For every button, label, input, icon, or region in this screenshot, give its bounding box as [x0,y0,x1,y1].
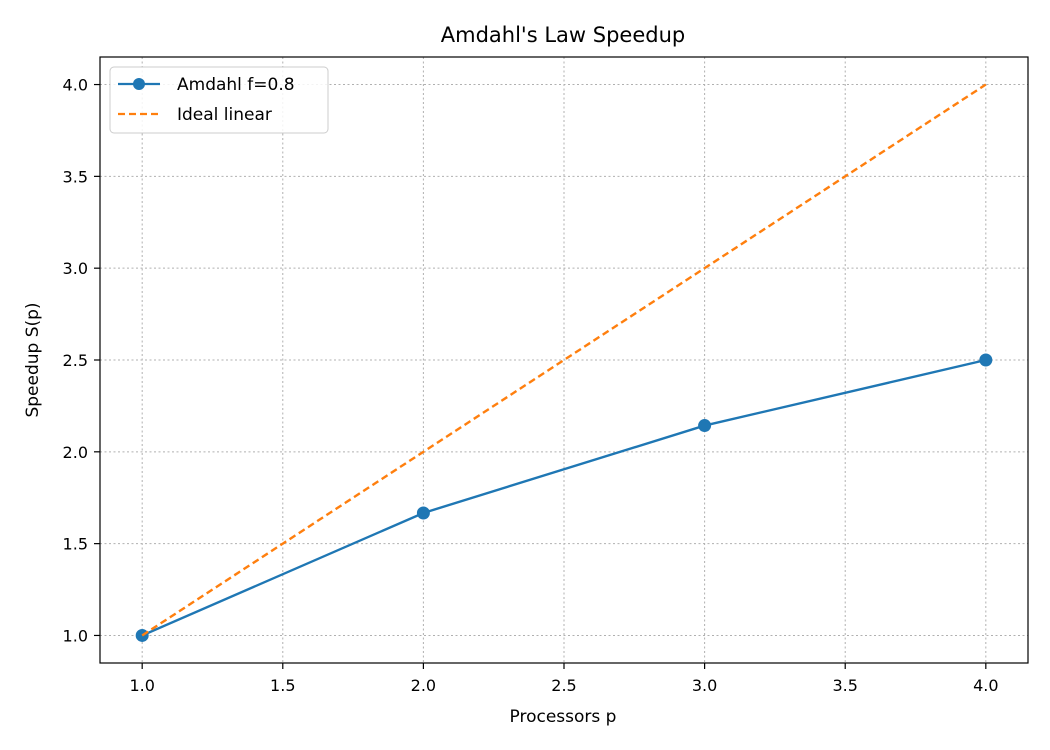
legend-box [109,66,329,134]
chart-title: Amdahl's Law Speedup [441,23,685,47]
x-axis-label: Processors p [510,707,617,727]
x-tick-label: 3.5 [832,676,857,695]
y-tick-label: 1.5 [63,535,88,554]
x-tick-label: 4.0 [973,676,998,695]
x-tick-label: 2.0 [411,676,436,695]
legend-label-amdahl: Amdahl f=0.8 [177,75,295,95]
series-line-ideal [141,83,987,637]
y-tick-label: 1.0 [63,626,88,645]
y-axis-label: Speedup S(p) [23,302,43,417]
x-tick-label: 2.5 [551,676,576,695]
legend: Amdahl f=0.8 Ideal linear [109,66,329,134]
grid [100,57,1028,663]
series-line-amdahl [141,358,987,637]
x-tick-label: 3.0 [692,676,717,695]
data-point-amdahl [979,353,993,367]
y-tick-label: 3.0 [63,259,88,278]
x-tick-label: 1.5 [270,676,295,695]
ticks: 1.0 1.5 2.0 2.5 3.0 3.5 4.0 1.0 1.5 2.0 2.5 3.0 3.5 4… [63,76,999,695]
data-point-amdahl [416,506,430,520]
x-tick-label: 1.0 [129,676,154,695]
y-tick-label: 2.5 [63,351,88,370]
data-point-amdahl [698,419,712,433]
legend-label-ideal: Ideal linear [177,105,272,125]
legend-marker-amdahl [133,78,145,90]
y-tick-label: 3.5 [63,167,88,186]
y-tick-label: 2.0 [63,443,88,462]
series-layer [135,83,993,642]
y-tick-label: 4.0 [63,76,88,95]
